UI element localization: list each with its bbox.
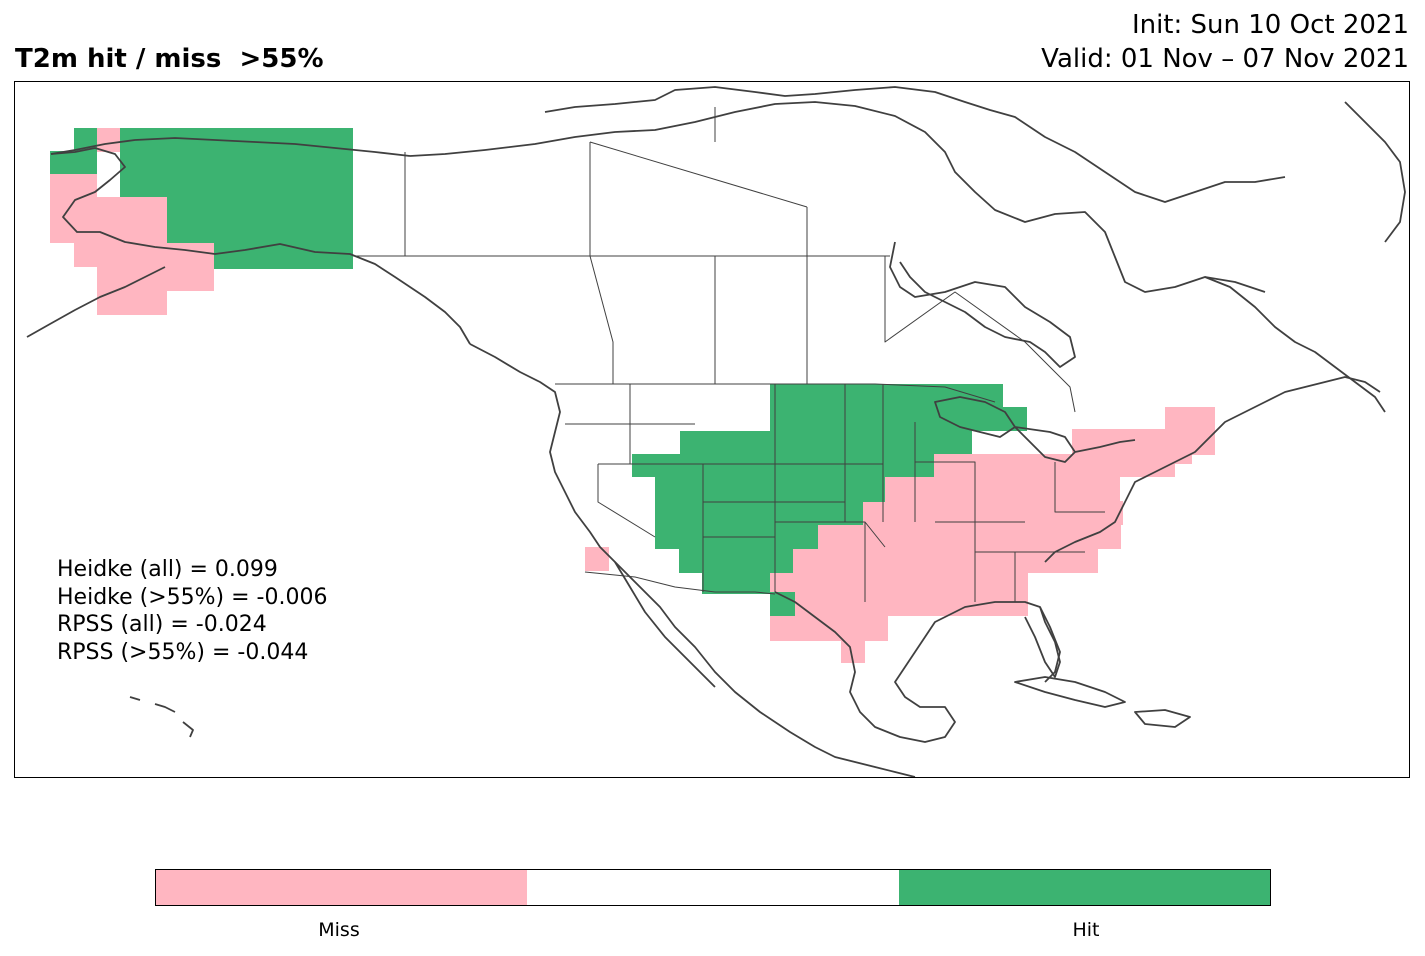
miss-cell [97, 267, 214, 291]
skill-scores: Heidke (all) = 0.099 Heidke (>55%) = -0.… [57, 556, 327, 666]
hit-cell [214, 243, 353, 269]
rpss-55: RPSS (>55%) = -0.044 [57, 639, 309, 665]
cuba [1014, 676, 1126, 708]
hit-cell [680, 431, 972, 454]
arctic-islands [544, 86, 1286, 203]
rpss-all: RPSS (all) = -0.024 [57, 612, 267, 637]
colorbar-miss-segment [156, 870, 528, 905]
miss-cell [97, 128, 120, 152]
miss-cell [795, 592, 1028, 616]
miss-cell [885, 477, 1120, 502]
hit-cell [679, 549, 793, 573]
gulf-coast [774, 591, 1061, 743]
hit-cell [655, 501, 863, 525]
greenland [1344, 101, 1406, 243]
hit-cell [120, 128, 353, 152]
hit-cells [50, 128, 1027, 616]
colorbar [155, 869, 1271, 906]
hit-cell [702, 570, 770, 594]
us-mexico-border [584, 571, 776, 595]
miss-cell [97, 197, 167, 243]
colorbar-neutral-segment [527, 870, 899, 905]
init-date: Init: Sun 10 Oct 2021 [1131, 10, 1409, 40]
canada-provinces [404, 107, 1076, 413]
labrador-coast [1204, 276, 1386, 413]
state-lines [565, 384, 1105, 602]
miss-cell [863, 501, 1123, 525]
political-borders [353, 107, 1105, 602]
miss-cell [74, 243, 214, 267]
miss-cell [818, 525, 1121, 549]
map-title: T2m hit / miss >55% [15, 44, 324, 74]
colorbar-label-miss: Miss [318, 919, 360, 941]
arctic-coast [409, 101, 1266, 293]
heidke-all: Heidke (all) = 0.099 [57, 557, 278, 582]
baja [614, 561, 716, 688]
hit-cell [632, 454, 934, 477]
map-panel [14, 81, 1410, 778]
miss-cell [770, 570, 1028, 594]
hit-cell [74, 128, 97, 151]
valid-period: Valid: 01 Nov – 07 Nov 2021 [1041, 44, 1409, 74]
alaska-north-coast [50, 137, 411, 157]
miss-cell [793, 549, 1098, 573]
hawaii [129, 696, 194, 738]
hit-cell [655, 477, 885, 502]
colorbar-label-hit: Hit [1072, 919, 1100, 941]
hudson-bay [889, 241, 1076, 368]
hit-cell [50, 151, 97, 174]
miss-cell [1025, 454, 1175, 477]
atlantic-coast [1044, 376, 1381, 563]
great-lakes [934, 396, 1136, 463]
heidke-55: Heidke (>55%) = -0.006 [57, 584, 328, 610]
map-canvas [26, 86, 1406, 777]
alaska-coast [50, 147, 471, 345]
florida [1024, 606, 1061, 678]
hit-cell [167, 197, 353, 243]
canada-us-border [555, 383, 996, 403]
hit-cell [770, 384, 1003, 431]
colorbar-hit-segment [898, 870, 1270, 905]
miss-cell [933, 454, 1053, 477]
miss-cell [585, 547, 609, 571]
miss-cell [97, 291, 167, 315]
aleutians [26, 266, 166, 338]
hispaniola [1134, 709, 1191, 728]
hit-cell [120, 152, 353, 197]
